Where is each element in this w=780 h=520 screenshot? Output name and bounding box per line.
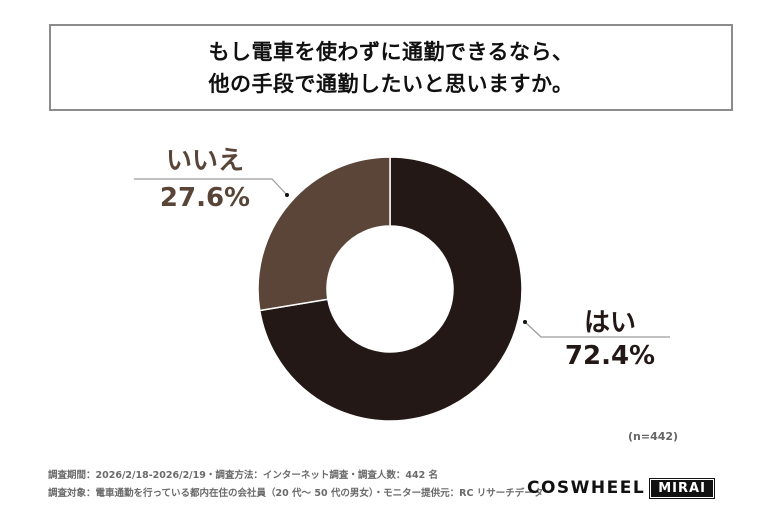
donut-slice-yes: [259, 156, 523, 422]
brand-logo: COSWHEEL MIRAI: [527, 478, 715, 499]
survey-period-footnote: 調査期間：2026/2/18-2026/2/19・調査方法：インターネット調査・…: [48, 470, 439, 481]
slice-value-yes: 72.4%: [564, 341, 656, 371]
brand-logo-text: COSWHEEL: [527, 478, 646, 498]
leader-line-yes: [524, 321, 670, 338]
sample-size-note: (n=442): [628, 430, 679, 443]
brand-logo-badge: MIRAI: [649, 478, 715, 499]
chart-title-line-2: 他の手段で通勤したいと思いますか。: [208, 71, 574, 96]
slice-value-no: 27.6%: [159, 183, 251, 213]
leader-line-no: [134, 178, 288, 196]
chart-title-box: もし電車を使わずに通勤できるなら、 他の手段で通勤したいと思いますか。: [49, 24, 733, 111]
leader-dot-yes: [523, 320, 527, 324]
survey-target-footnote: 調査対象：電車通勤を行っている都内在住の会社員（20 代～ 50 代の男女）・モ…: [48, 488, 544, 499]
donut-slice-no: [257, 156, 391, 312]
chart-title-line-1: もし電車を使わずに通勤できるなら、: [208, 39, 574, 64]
slice-label-yes: はい: [583, 308, 636, 338]
slice-label-no: いいえ: [165, 146, 244, 176]
leader-dot-no: [285, 193, 289, 197]
